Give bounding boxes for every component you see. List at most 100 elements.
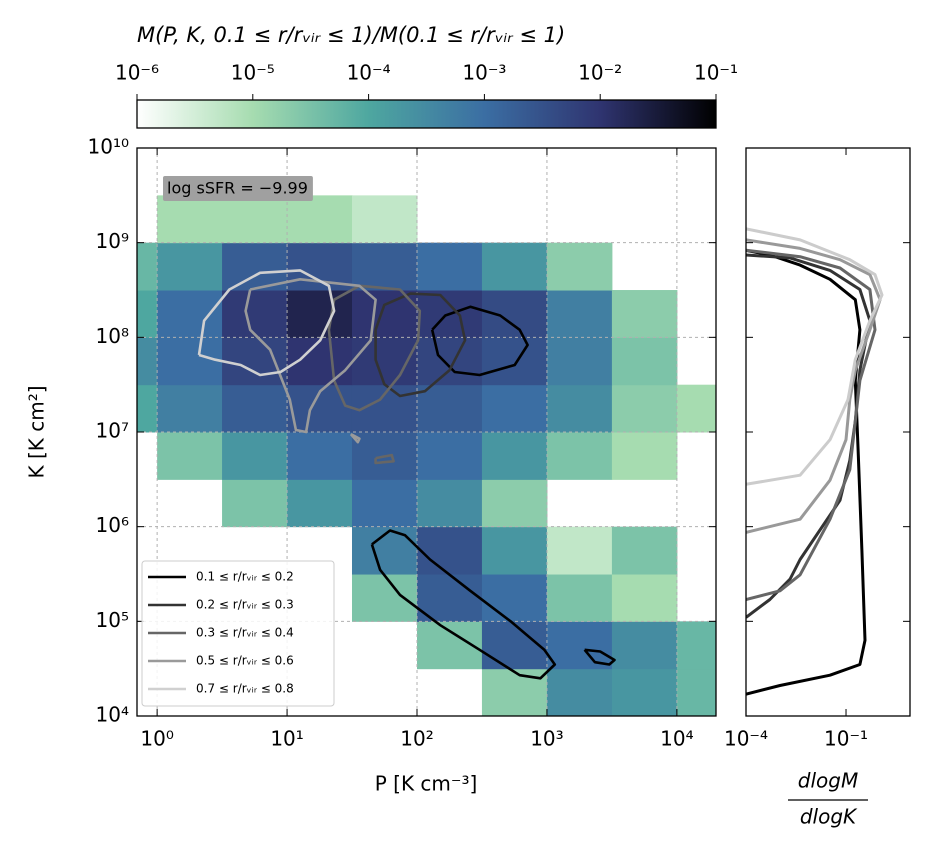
heat-cell [157,195,223,244]
heat-cell [222,195,288,244]
heat-cell [137,337,158,386]
annotation-box [163,176,313,201]
colorbar-label: M(P, K, 0.1 ≤ r/rᵥᵢᵣ ≤ 1)/M(0.1 ≤ r/rᵥᵢᵣ… [137,23,565,47]
heat-cell [222,479,288,528]
y-axis-label: K [K cm²] [25,385,49,478]
legend-label: 0.1 ≤ r/rᵥᵢᵣ ≤ 0.2 [196,570,294,584]
heat-cell [137,242,158,291]
x-tick-label: 10³ [530,727,563,751]
contour [244,278,377,444]
heat-cell [222,290,288,338]
heat-cell [287,479,353,528]
legend-label: 0.2 ≤ r/rᵥᵢᵣ ≤ 0.3 [196,598,294,612]
heat-cell [481,337,548,386]
heat-cell [287,195,353,244]
colorbar-tick-label: 10⁻⁴ [347,61,391,85]
heat-cell [222,337,288,386]
heat-cell [546,290,613,338]
annotation: log sSFR = −9.99 [167,179,308,198]
heat-cell [417,242,483,291]
heat-cell [546,242,613,291]
heat-cell [481,479,548,528]
heat-cell [417,384,483,433]
heat-cell [351,574,418,622]
heat-cell [417,337,483,386]
heat-cell [481,621,548,670]
legend-label: 0.5 ≤ r/rᵥᵢᵣ ≤ 0.6 [196,654,294,668]
contour [197,269,336,377]
colorbar-tick-label: 10⁻¹ [694,61,738,85]
heat-cell [611,290,678,338]
heat-cell [351,479,418,528]
heat-cell [417,479,483,528]
heat-cell [481,668,548,716]
heat-cell [546,432,613,480]
profiles [746,227,884,696]
heat-cell [157,290,223,338]
contour [327,284,422,465]
x-tick-label: 10¹ [270,727,303,751]
heat-cell [222,384,288,433]
heat-cell [481,384,548,433]
y-tick-label: 10⁸ [96,324,129,348]
colorbar-tick-label: 10⁻⁶ [115,61,159,85]
legend-box [141,560,335,707]
heat-cell [611,337,678,386]
profile-line [746,227,884,486]
heat-cell [611,526,678,575]
heat-cell [546,668,613,716]
heat-cell [351,242,418,291]
colorbar [136,99,717,129]
profile-line [746,238,882,534]
heat-cell [611,574,678,622]
y-tick-label: 10⁴ [96,703,129,727]
heat-cell [676,621,716,670]
heat-cell [351,195,418,244]
heat-cell [481,432,548,480]
colorbar-tick-label: 10⁻³ [462,61,506,85]
colorbar-tick-label: 10⁻⁵ [231,61,275,85]
heat-cell [611,668,678,716]
x-tick-label: 10⁰ [140,727,173,751]
side-x-label-numerator: dlogM [798,769,858,793]
heat-cell [417,432,483,480]
legend: 0.1 ≤ r/rᵥᵢᵣ ≤ 0.2 0.2 ≤ r/rᵥᵢᵣ ≤ 0.3 0.3 … [141,560,335,707]
heat-cell [611,384,678,433]
heat-cell [287,290,353,338]
heat-cell [222,242,288,291]
heat-cell [611,621,678,670]
colorbar-tick-label: 10⁻² [578,61,622,85]
side-x-label-denominator: dlogK [800,805,858,829]
legend-label: 0.7 ≤ r/rᵥᵢᵣ ≤ 0.8 [196,682,294,696]
heat-cell [481,574,548,622]
heat-cell [611,432,678,480]
y-tick-label: 10⁷ [96,419,129,443]
heat-cell [676,384,716,433]
heat-cell [222,432,288,480]
heat-cell [546,526,613,575]
x-tick-label: 10⁴ [660,727,693,751]
profile-line [746,248,877,601]
heat-cell [676,668,716,716]
side-x-tick-label: 10⁻⁴ [724,727,768,751]
contour [370,305,616,680]
contours [197,269,616,680]
heat-cell [137,384,158,433]
heat-cell [481,242,548,291]
y-tick-label: 10⁶ [96,513,129,537]
heat-cell [546,574,613,622]
heat-cell [157,242,223,291]
heat-cell [417,574,483,622]
y-tick-label: 10⁵ [96,608,129,632]
heat-cell [157,337,223,386]
x-axis-label: P [K cm⁻³] [375,772,478,796]
heat-cell [546,621,613,670]
heat-cell [417,526,483,575]
legend-label: 0.3 ≤ r/rᵥᵢᵣ ≤ 0.4 [196,626,294,640]
heat-cell [287,432,353,480]
heat-cell [546,337,613,386]
heat-cell [157,384,223,433]
y-tick-label: 10⁹ [96,229,129,253]
heat-cell [157,432,223,480]
